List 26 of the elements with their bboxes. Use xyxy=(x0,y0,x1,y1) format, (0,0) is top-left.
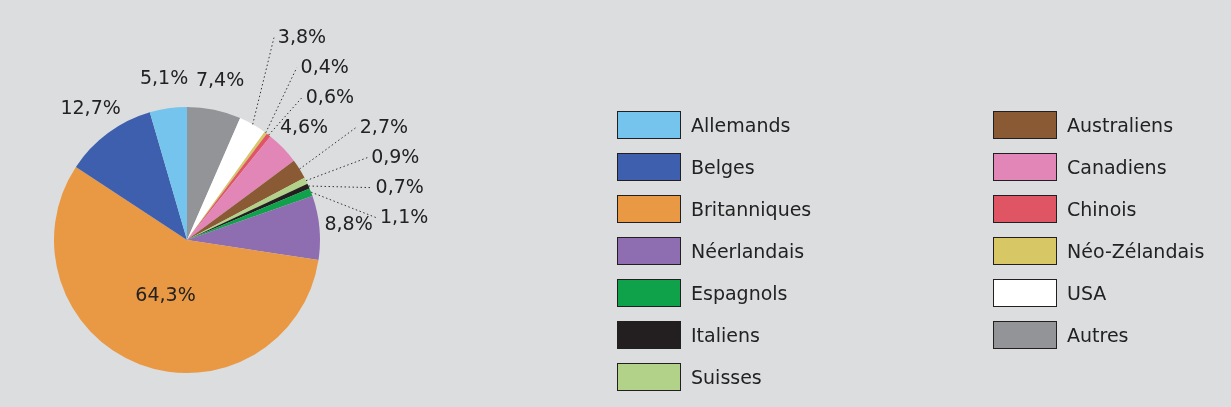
legend-label: Canadiens xyxy=(1067,156,1167,178)
data-label: 2,7% xyxy=(359,114,409,137)
legend-label: USA xyxy=(1067,282,1107,304)
data-label: 8,8% xyxy=(324,211,373,234)
legend-label: Allemands xyxy=(691,114,791,136)
data-label: 12,7% xyxy=(60,96,121,119)
legend-label: Australiens xyxy=(1067,114,1174,136)
legend-label: Suisses xyxy=(691,366,762,388)
data-label: 5,1% xyxy=(139,66,189,89)
legend-label: Belges xyxy=(691,156,755,178)
data-label: 1,1% xyxy=(380,204,429,227)
legend-label: Britanniques xyxy=(691,198,812,220)
data-label: 0,6% xyxy=(305,84,355,107)
data-label: 0,9% xyxy=(371,144,420,167)
data-label: 4,6% xyxy=(279,114,329,137)
data-label: 7,4% xyxy=(195,68,245,91)
legend-label: Néerlandais xyxy=(691,240,805,262)
legend-label: Autres xyxy=(1067,324,1129,346)
legend-label: Italiens xyxy=(691,324,760,346)
legend-label: Chinois xyxy=(1067,198,1137,220)
legend-label: Néo-Zélandais xyxy=(1067,240,1205,262)
data-label: 0,4% xyxy=(300,54,349,77)
data-label: 64,3% xyxy=(135,282,196,305)
data-label: 3,8% xyxy=(277,24,327,47)
data-label: 0,7% xyxy=(375,174,424,197)
legend-label: Espagnols xyxy=(691,282,788,304)
